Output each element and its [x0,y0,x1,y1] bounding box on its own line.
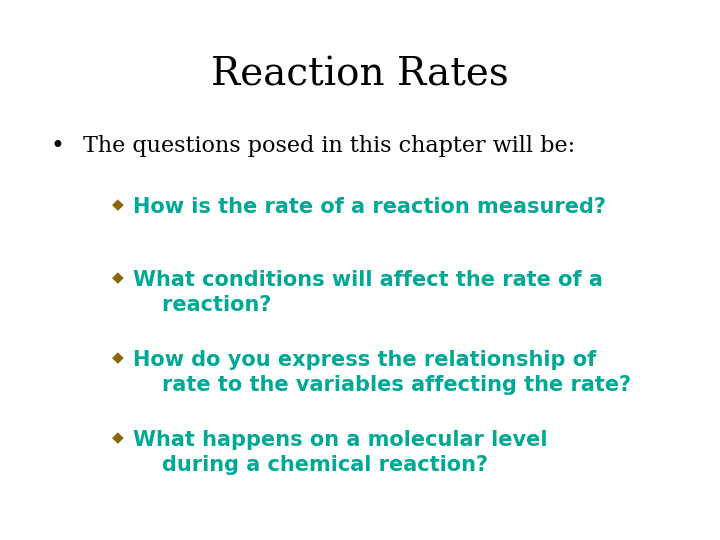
Text: Reaction Rates: Reaction Rates [211,57,509,94]
Text: How do you express the relationship of
    rate to the variables affecting the r: How do you express the relationship of r… [133,350,631,395]
Text: What happens on a molecular level
    during a chemical reaction?: What happens on a molecular level during… [133,430,548,475]
Text: What conditions will affect the rate of a
    reaction?: What conditions will affect the rate of … [133,270,603,315]
Text: •: • [50,135,64,158]
Text: ◆: ◆ [112,270,123,285]
Text: ◆: ◆ [112,430,123,445]
Text: ◆: ◆ [112,350,123,365]
Text: The questions posed in this chapter will be:: The questions posed in this chapter will… [83,135,575,157]
Text: How is the rate of a reaction measured?: How is the rate of a reaction measured? [133,197,606,217]
Text: ◆: ◆ [112,197,123,212]
